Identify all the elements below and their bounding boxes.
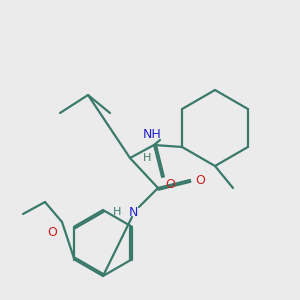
Text: H: H [113,207,121,217]
Text: N: N [128,206,138,218]
Text: O: O [195,173,205,187]
Text: H: H [143,153,151,163]
Text: O: O [165,178,175,191]
Text: NH: NH [142,128,161,142]
Text: O: O [47,226,57,238]
